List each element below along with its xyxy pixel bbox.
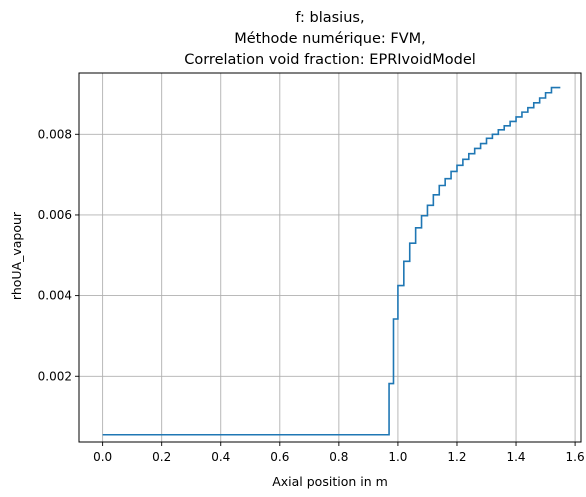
- x-tick-label: 1.0: [388, 450, 407, 464]
- x-axis-label: Axial position in m: [272, 474, 388, 489]
- chart-title-line-2: Méthode numérique: FVM,: [234, 31, 426, 47]
- grid: [79, 73, 581, 442]
- x-tick-label: 1.4: [506, 450, 525, 464]
- series-line: [102, 86, 561, 436]
- plot-frame: [78, 72, 582, 443]
- x-tick-label: 0.0: [93, 450, 112, 464]
- x-tick-label: 0.8: [329, 450, 348, 464]
- y-axis-ticks: 0.002 0.004 0.006 0.008: [38, 127, 79, 383]
- chart-title-line-1: f: blasius,: [295, 10, 364, 26]
- x-axis-ticks: 0.0 0.2 0.4 0.6 0.8 1.0 1.2 1.4 1.6: [93, 442, 585, 464]
- chart-title-line-3: Correlation void fraction: EPRIvoidModel: [184, 52, 476, 68]
- chart-title: f: blasius, Méthode numérique: FVM, Corr…: [184, 10, 476, 68]
- x-tick-label: 0.2: [152, 450, 171, 464]
- y-tick-label: 0.008: [38, 127, 72, 141]
- x-tick-label: 1.6: [566, 450, 585, 464]
- x-tick-label: 1.2: [447, 450, 466, 464]
- x-tick-label: 0.4: [211, 450, 230, 464]
- x-tick-label: 0.6: [270, 450, 289, 464]
- y-tick-label: 0.004: [38, 289, 72, 303]
- series-layer: [102, 86, 561, 436]
- y-tick-label: 0.002: [38, 369, 72, 383]
- y-tick-label: 0.006: [38, 208, 72, 222]
- y-axis-label: rhoUA_vapour: [9, 211, 24, 300]
